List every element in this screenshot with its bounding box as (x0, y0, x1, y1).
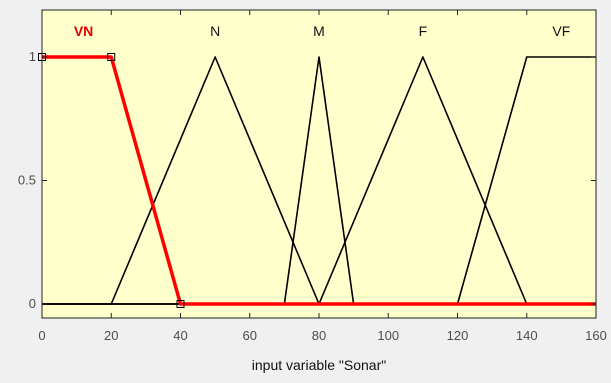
vertex-handle[interactable] (176, 300, 185, 308)
mf-label-vf[interactable]: VF (552, 23, 570, 39)
y-tick-label: 1 (29, 49, 36, 64)
x-tick-label: 160 (585, 328, 607, 343)
x-tick-label: 120 (447, 328, 469, 343)
mf-label-n[interactable]: N (210, 23, 220, 39)
plot-frame (41, 9, 597, 319)
x-tick-label: 40 (173, 328, 187, 343)
x-tick-label: 60 (243, 328, 257, 343)
vertex-handle[interactable] (107, 53, 116, 61)
mf-label-m[interactable]: M (313, 23, 325, 39)
mf-curve-vn[interactable] (42, 55, 596, 306)
x-tick-label: 80 (312, 328, 326, 343)
mf-label-vn[interactable]: VN (74, 23, 93, 39)
y-tick-label: 0 (29, 296, 36, 311)
x-tick-label: 20 (104, 328, 118, 343)
mf-label-f[interactable]: F (419, 23, 428, 39)
x-tick-label: 0 (38, 328, 45, 343)
y-tick-label: 0.5 (18, 173, 36, 188)
x-tick-label: 140 (516, 328, 538, 343)
x-tick-label: 100 (377, 328, 399, 343)
x-axis-label: input variable "Sonar" (252, 357, 386, 373)
